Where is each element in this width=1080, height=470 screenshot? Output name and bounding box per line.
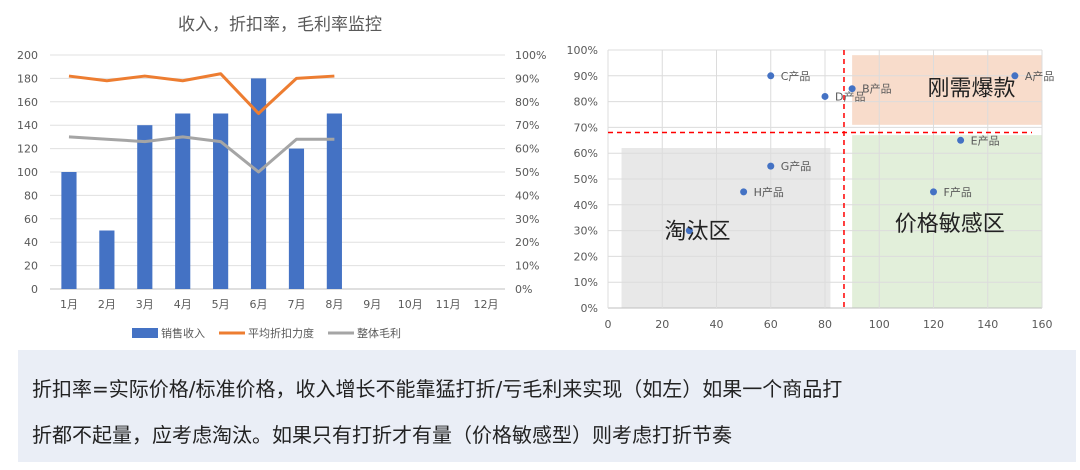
point-label: F产品 <box>944 185 972 199</box>
y-right-tick-label: 100% <box>515 49 546 62</box>
bar <box>137 125 153 289</box>
bar <box>175 113 191 289</box>
x-tick-label: 10月 <box>398 298 423 311</box>
y-left-tick-label: 40 <box>24 236 38 249</box>
legend-swatch <box>132 328 158 338</box>
y-left-tick-label: 0 <box>31 283 38 296</box>
x-tick-label: 2月 <box>98 298 116 311</box>
y-left-tick-label: 180 <box>17 72 38 85</box>
x-tick-label: 12月 <box>474 298 499 311</box>
y-right-tick-label: 80% <box>515 96 539 109</box>
y-left-tick-label: 80 <box>24 189 38 202</box>
x-tick-label: 5月 <box>212 298 230 311</box>
point-label: E产品 <box>971 133 1000 147</box>
analysis-note: 折扣率=实际价格/标准价格，收入增长不能靠猛打折/亏毛利来实现（如左）如果一个商… <box>18 350 1076 462</box>
y-left-tick-label: 60 <box>24 213 38 226</box>
y-tick-label: 60% <box>574 147 598 160</box>
y-tick-label: 0% <box>581 302 598 315</box>
y-tick-label: 10% <box>574 276 598 289</box>
quadrant-region <box>852 55 1042 125</box>
x-tick-label: 40 <box>710 318 724 331</box>
y-right-tick-label: 70% <box>515 119 539 132</box>
y-left-tick-label: 120 <box>17 143 38 156</box>
y-tick-label: 100% <box>567 44 598 57</box>
point-label: H产品 <box>754 185 784 199</box>
quadrant-label: 淘汰区 <box>665 220 731 245</box>
bar <box>99 230 115 289</box>
series-line <box>68 72 335 115</box>
point-label: G产品 <box>781 159 812 173</box>
point-label: B产品 <box>862 82 892 96</box>
x-tick-label: 0 <box>605 318 612 331</box>
x-tick-label: 80 <box>818 318 832 331</box>
quadrant-region <box>621 148 831 308</box>
y-tick-label: 80% <box>574 96 598 109</box>
chart-title: 收入，折扣率，毛利率监控 <box>178 15 382 35</box>
quadrant-label: 刚需爆款 <box>927 76 1015 101</box>
x-tick-label: 140 <box>977 318 998 331</box>
x-tick-label: 60 <box>764 318 778 331</box>
y-tick-label: 20% <box>574 250 598 263</box>
data-point <box>1011 72 1019 80</box>
y-left-tick-label: 100 <box>17 166 38 179</box>
point-label: A产品 <box>1025 69 1055 83</box>
y-right-tick-label: 60% <box>515 143 539 156</box>
x-tick-label: 8月 <box>325 298 343 311</box>
revenue-discount-margin-chart: 收入，折扣率，毛利率监控 0 20 40 60 80 100 120 140 160 180 200… <box>17 15 546 340</box>
y-tick-label: 40% <box>574 199 598 212</box>
y-tick-label: 70% <box>574 121 598 134</box>
y-left-tick-label: 200 <box>17 49 38 62</box>
x-tick-label: 9月 <box>363 298 381 311</box>
point-label: D产品 <box>835 89 865 103</box>
y-left-tick-label: 20 <box>24 260 38 273</box>
y-left-tick-label: 140 <box>17 119 38 132</box>
x-tick-label: 160 <box>1032 318 1053 331</box>
data-point <box>821 92 829 100</box>
point-label: C产品 <box>781 69 811 83</box>
data-point <box>767 162 775 170</box>
bar <box>213 113 229 289</box>
x-tick-label: 3月 <box>136 298 154 311</box>
y-right-tick-label: 10% <box>515 260 539 273</box>
bar <box>326 113 342 289</box>
y-right-tick-label: 40% <box>515 189 539 202</box>
y-right-tick-label: 30% <box>515 213 539 226</box>
data-point <box>848 85 856 93</box>
y-left-tick-label: 160 <box>17 96 38 109</box>
y-right-tick-label: 20% <box>515 236 539 249</box>
bar <box>250 78 267 290</box>
data-point <box>740 188 748 196</box>
x-tick-label: 11月 <box>436 298 461 311</box>
x-tick-label: 6月 <box>250 298 268 311</box>
data-point <box>767 72 775 80</box>
product-quadrant-scatter: 0% 10% 20% 30% 40% 50% 60% 70% 80% 90% 100% 0 20 40 60… <box>567 44 1055 331</box>
data-point <box>685 227 693 235</box>
x-tick-label: 100 <box>869 318 890 331</box>
x-tick-label: 1月 <box>60 298 78 311</box>
x-tick-label: 7月 <box>287 298 305 311</box>
quadrant-label: 价格敏感区 <box>895 212 1005 237</box>
x-tick-label: 4月 <box>174 298 192 311</box>
y-right-tick-label: 0% <box>515 283 532 296</box>
x-tick-label: 120 <box>923 318 944 331</box>
bar <box>288 148 305 289</box>
bar <box>61 172 77 289</box>
legend-label: 整体毛利 <box>357 326 401 340</box>
y-right-tick-label: 90% <box>515 72 539 85</box>
data-point <box>930 188 937 196</box>
y-tick-label: 30% <box>574 225 598 238</box>
quadrant-region <box>852 135 1042 308</box>
y-tick-label: 90% <box>574 70 598 83</box>
x-tick-label: 20 <box>655 318 669 331</box>
legend-label: 平均折扣力度 <box>248 326 314 340</box>
series-line <box>68 135 335 174</box>
legend-label: 销售收入 <box>161 326 205 340</box>
note-line-2: 折都不起量，应考虑淘汰。如果只有打折才有量（价格敏感型）则考虑打折节奏 <box>32 423 732 447</box>
data-point <box>957 136 965 144</box>
y-right-tick-label: 50% <box>515 166 539 179</box>
y-tick-label: 50% <box>574 173 598 186</box>
note-line-1: 折扣率=实际价格/标准价格，收入增长不能靠猛打折/亏毛利来实现（如左）如果一个商… <box>32 377 843 401</box>
